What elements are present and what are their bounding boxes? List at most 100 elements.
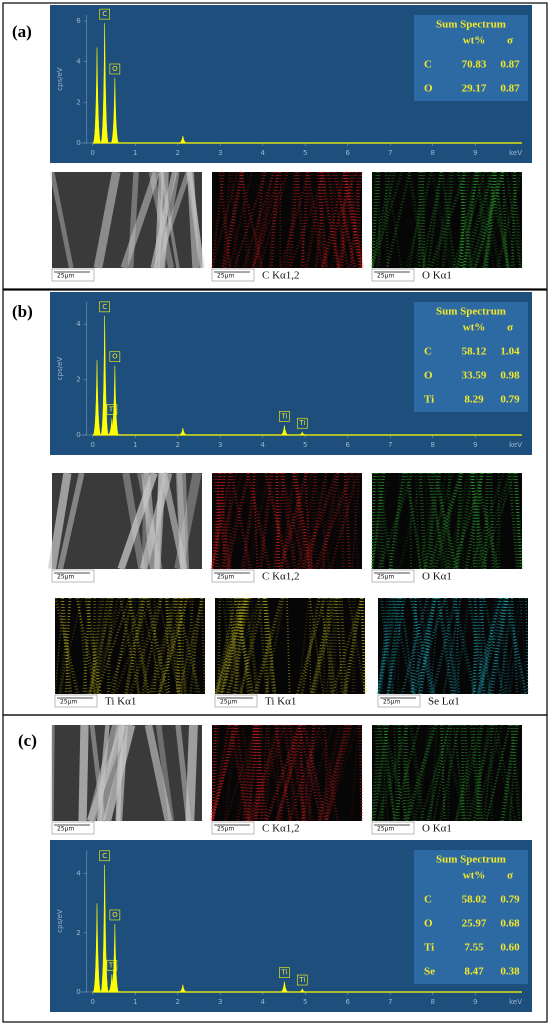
fiber <box>429 171 468 269</box>
x-tick-label: 0 <box>91 149 95 157</box>
fiber <box>176 472 190 570</box>
fiber <box>457 171 471 269</box>
fiber <box>370 472 382 570</box>
scale-frame <box>51 268 95 282</box>
fiber <box>226 597 249 695</box>
fiber <box>371 472 385 570</box>
fiber <box>376 472 385 570</box>
peak-label: O <box>112 911 118 919</box>
fiber <box>497 472 501 570</box>
fiber <box>221 597 233 695</box>
fiber <box>213 597 238 695</box>
fiber <box>103 724 136 822</box>
micrograph-texture <box>370 171 524 269</box>
fiber <box>214 597 249 695</box>
y-tick-label: 0 <box>76 431 80 439</box>
fiber <box>477 597 486 695</box>
fiber <box>323 472 327 570</box>
table-header: σ <box>507 870 513 882</box>
fiber <box>274 724 292 822</box>
fiber <box>227 597 252 695</box>
fiber <box>425 724 446 822</box>
spectrum-peak <box>100 23 109 144</box>
y-axis-label: cps/eV <box>56 67 64 91</box>
fiber <box>316 724 342 822</box>
x-tick-label: 3 <box>218 441 222 449</box>
x-tick-label: 1 <box>133 149 137 157</box>
x-unit: keV <box>509 149 522 157</box>
fiber <box>414 171 432 269</box>
fiber <box>324 724 348 822</box>
fiber <box>290 724 324 822</box>
y-tick-label: 2 <box>76 929 80 937</box>
fiber <box>300 724 334 822</box>
fiber <box>403 724 407 822</box>
peak-label: C <box>102 303 107 311</box>
fiber <box>471 472 476 570</box>
scale-frame <box>54 694 98 708</box>
fiber <box>252 171 274 269</box>
fiber <box>307 472 328 570</box>
fiber <box>256 171 275 269</box>
scale-label: 25µm <box>217 273 234 280</box>
scale-frame <box>51 821 95 835</box>
fiber <box>319 171 358 269</box>
fiber <box>446 724 452 822</box>
fiber <box>305 171 326 269</box>
fiber <box>430 597 440 695</box>
fiber <box>414 597 423 695</box>
fiber <box>307 724 316 822</box>
fiber <box>159 171 180 269</box>
x-tick-label: 1 <box>133 998 137 1006</box>
fiber <box>264 597 286 695</box>
fiber <box>409 597 435 695</box>
fiber <box>319 171 341 269</box>
x-tick-label: 2 <box>176 149 180 157</box>
fiber <box>412 597 447 695</box>
fiber <box>421 171 442 269</box>
fiber <box>82 597 92 695</box>
fiber <box>313 472 331 570</box>
fiber <box>511 597 519 695</box>
fiber <box>472 724 491 822</box>
peak-label-box <box>109 63 121 75</box>
micrograph-texture <box>50 723 198 823</box>
panel-frame <box>2 2 548 290</box>
fiber <box>300 472 339 570</box>
fiber <box>409 171 426 269</box>
fiber <box>388 472 407 570</box>
fiber <box>443 597 458 695</box>
fiber <box>464 724 469 822</box>
fiber <box>427 724 451 822</box>
fiber <box>376 597 393 695</box>
fiber <box>252 472 259 570</box>
fiber <box>413 724 433 822</box>
x-tick-label: 6 <box>346 998 351 1006</box>
fiber <box>484 171 497 269</box>
panel-label: (b) <box>12 302 33 321</box>
fiber <box>228 597 240 695</box>
fiber <box>479 171 502 269</box>
fiber <box>246 724 260 822</box>
fiber <box>480 472 516 570</box>
fiber <box>297 597 310 695</box>
fiber <box>484 724 494 822</box>
scale-label: 25µm <box>57 273 74 280</box>
micrograph-texture <box>49 170 205 270</box>
fiber <box>487 597 509 695</box>
fiber <box>316 171 329 269</box>
fiber <box>260 724 268 822</box>
fiber <box>257 597 268 695</box>
fiber <box>210 472 227 570</box>
fiber <box>280 472 296 570</box>
fiber <box>343 472 352 570</box>
x-tick-label: 7 <box>388 149 392 157</box>
fiber <box>241 171 251 269</box>
fiber <box>418 472 440 570</box>
fiber <box>254 724 263 822</box>
micrograph <box>212 725 362 821</box>
fiber <box>138 597 148 695</box>
peak-label: Ti <box>298 419 305 427</box>
micrograph <box>372 473 522 569</box>
fiber <box>377 724 390 822</box>
